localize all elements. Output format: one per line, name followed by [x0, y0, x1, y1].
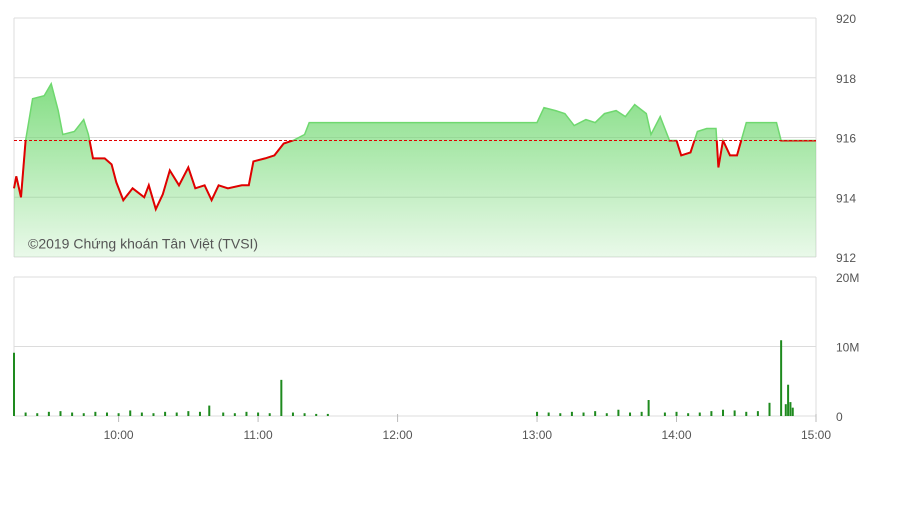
price-line-below-reference [13, 140, 816, 213]
volume-bar [629, 412, 632, 416]
y-tick-label: 914 [836, 191, 856, 205]
volume-bar [559, 413, 562, 416]
volume-bar [605, 413, 608, 416]
volume-bar [24, 412, 27, 416]
y-tick-label: 920 [836, 12, 856, 26]
volume-bar [105, 412, 108, 416]
volume-bar [257, 412, 260, 416]
volume-bar [647, 400, 650, 416]
volume-bar [152, 413, 155, 416]
volume-bar [640, 411, 643, 416]
volume-bar [768, 402, 771, 416]
volume-bar [733, 410, 736, 416]
volume-bar [47, 411, 50, 416]
volume-bar [82, 413, 85, 416]
volume-bar [291, 412, 294, 416]
y-tick-label: 916 [836, 132, 856, 146]
volume-bar [698, 412, 701, 416]
volume-bar [315, 413, 318, 416]
volume-bar [745, 411, 748, 416]
volume-bar [784, 404, 787, 416]
volume-bar [594, 411, 597, 416]
price-area [14, 83, 816, 257]
volume-bar [570, 411, 573, 416]
volume-bar [187, 411, 190, 416]
volume-bar [303, 413, 306, 416]
y-tick-label: 0 [836, 410, 843, 424]
volume-bar [164, 411, 167, 416]
volume-bar [13, 352, 15, 416]
x-tick-label: 11:00 [244, 428, 273, 442]
y-tick-label: 10M [836, 341, 859, 355]
volume-bar [710, 411, 713, 416]
volume-bar [722, 409, 725, 416]
volume-bar [663, 412, 666, 416]
volume-bar [280, 379, 283, 416]
x-tick-label: 10:00 [104, 428, 134, 442]
volume-bar [198, 411, 201, 416]
volume-bar [222, 412, 225, 416]
y-tick-label: 912 [836, 251, 856, 265]
volume-bar [780, 340, 783, 416]
volume-bar [59, 411, 62, 416]
volume-bar [94, 411, 97, 416]
volume-bar [791, 407, 794, 416]
x-tick-label: 12:00 [383, 428, 413, 442]
volume-bar [675, 411, 678, 416]
volume-bar [140, 412, 143, 416]
volume-bar [129, 410, 132, 416]
x-tick-label: 15:00 [801, 428, 831, 442]
volume-bar [582, 412, 585, 416]
volume-bar [617, 409, 620, 416]
x-tick-label: 14:00 [662, 428, 692, 442]
volume-bar [547, 412, 550, 416]
volume-bar [208, 405, 211, 416]
y-tick-label: 20M [836, 271, 859, 285]
plot-layer: 912 914 916 918 920 0 10M 20M 10:00 11:00 12:00 13:… [13, 12, 859, 442]
volume-bar [756, 411, 759, 416]
volume-bar [71, 412, 74, 416]
volume-bar [117, 413, 120, 416]
volume-bar [787, 384, 790, 416]
y-tick-label: 918 [836, 72, 856, 86]
x-tick-label: 13:00 [522, 428, 552, 442]
volume-bar [36, 413, 39, 416]
volume-bar [326, 413, 329, 416]
volume-bar [687, 413, 690, 416]
volume-bar [175, 412, 178, 416]
volume-bar [233, 413, 236, 416]
volume-bar [245, 411, 248, 416]
watermark: ©2019 Chứng khoán Tân Việt (TVSI) [28, 236, 258, 252]
volume-bar [268, 413, 271, 416]
volume-bar [789, 402, 792, 416]
volume-bar [536, 411, 539, 416]
